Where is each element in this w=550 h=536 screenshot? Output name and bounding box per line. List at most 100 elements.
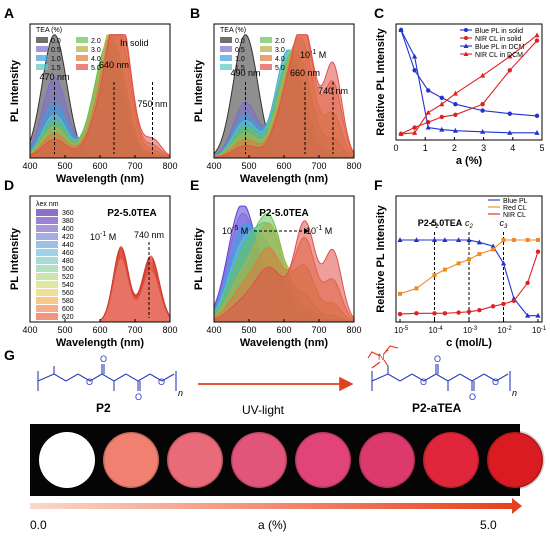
panel-f-point [456, 237, 462, 242]
panel-f-x-tick-label: 10-3 [463, 326, 478, 335]
panel-a-legend-swatch [36, 55, 48, 61]
panel-f-point [414, 311, 419, 316]
ammonium-charge: + [385, 348, 389, 355]
panel-c-point [453, 112, 458, 118]
p2-o-atom-2: O [100, 354, 107, 364]
panel-a-legend-label: 2.0 [91, 38, 101, 45]
panel-b-legend-label: 3.0 [275, 47, 285, 54]
panel-d-x-tick-label: 800 [162, 325, 177, 335]
panel-a-legend-swatch [36, 46, 48, 52]
panel-g: O O O O n P2 UV-light [30, 345, 545, 532]
panel-a-x-tick-label: 400 [22, 161, 37, 171]
panel-c-point [534, 130, 540, 135]
sample-discs [39, 430, 545, 490]
panel-a-legend-label: 4.0 [91, 56, 101, 63]
panel-d-legend-label: 440 [62, 242, 74, 249]
panel-f-point [490, 243, 496, 249]
sample-disc-rim [101, 430, 161, 490]
panel-b-legend-swatch [260, 64, 272, 70]
panel-a-legend-swatch [36, 64, 48, 70]
panel-c-series-line-3 [400, 29, 537, 134]
panel-f-point [477, 252, 482, 257]
panel-c-legend-marker [464, 28, 468, 32]
panel-f-point [442, 267, 447, 272]
panel-e-range-to: 10-1 M [306, 225, 332, 236]
panel-d-legend-label: 400 [62, 226, 74, 233]
panel-f-x-tick-label: 10-4 [429, 326, 444, 335]
panel-a-legend-swatch [76, 46, 88, 52]
panel-e-title: P2-5.0TEA [259, 208, 308, 219]
p2-atea-o-atom-2: O [434, 354, 441, 364]
panel-c-point [507, 111, 512, 116]
panel-b-note-unit: M [316, 50, 326, 60]
panel-c-point [412, 53, 418, 59]
panel-f-x-tick-base: 10 [394, 326, 403, 335]
panel-f-threshold-base: c [500, 218, 505, 228]
panel-d-legend-swatch [36, 265, 58, 272]
panel-f-x-axis-label: c (mol/L) [446, 337, 492, 349]
panel-f-threshold-sub: 1 [435, 224, 438, 230]
panel-d-legend-label: 500 [62, 266, 74, 273]
panel-f-legend-label: Blue PL [503, 198, 528, 205]
panel-b-legend-swatch [220, 46, 232, 52]
ammonium-n-atom: N [378, 352, 385, 362]
panel-f-point [477, 308, 482, 313]
panel-e-range-from-base: 10 [222, 226, 232, 236]
panel-d-legend-swatch [36, 217, 58, 224]
panel-f-point [490, 304, 496, 309]
panel-b-x-tick-label: 600 [276, 161, 291, 171]
sample-disc-rim [357, 430, 417, 490]
panel-f-point [466, 237, 472, 242]
panel-letter-g: G [4, 347, 15, 363]
panel-c-x-tick-label: 4 [510, 143, 515, 153]
panel-f-point [432, 311, 437, 316]
panel-f-x-tick-sup: -4 [437, 326, 443, 332]
panel-f-threshold-base: c [431, 218, 436, 228]
panel-c-point [480, 128, 486, 134]
panel-c-legend-marker [464, 36, 468, 40]
panel-a-x-tick-label: 500 [57, 161, 72, 171]
panel-a-peak-label: 470 nm [39, 72, 69, 82]
panel-b-legend-swatch [260, 55, 272, 61]
panel-f-x-tick-base: 10 [532, 326, 541, 335]
panel-d-x-tick-label: 500 [57, 325, 72, 335]
panel-a-peak-label: 640 nm [99, 60, 129, 70]
panel-d-legend-swatch [36, 305, 58, 312]
panel-d: PL Intensity Wavelength (nm) 400 500 600 700 8… [9, 195, 178, 349]
panel-f-point [501, 238, 506, 242]
panel-letter-d: D [4, 177, 14, 193]
panel-f-point [456, 310, 461, 315]
panel-f-series-line-1 [400, 239, 538, 317]
panel-f-point [442, 311, 448, 316]
panel-e-x-tick-label: 500 [241, 325, 256, 335]
panel-letter-e: E [190, 177, 199, 193]
a-gradient-arrowhead [512, 498, 522, 514]
panel-a-legend-swatch [76, 37, 88, 43]
panel-c-point [426, 88, 431, 93]
panel-b-legend-title: TEA (%) [220, 27, 246, 34]
panel-d-note: 10-1 M [90, 231, 116, 242]
panel-d-x-tick-label: 600 [92, 325, 107, 335]
panel-f-point [414, 286, 419, 291]
panel-d-peak-label: 740 nm [134, 230, 164, 240]
panel-d-legend-label: 360 [62, 210, 74, 217]
panel-c-point [534, 38, 540, 43]
triethylammonium-group [367, 345, 399, 369]
panel-f-y-axis-label: Relative PL Intensity [375, 204, 387, 312]
panel-d-note-unit: M [106, 232, 116, 242]
panel-e-series-8 [213, 220, 355, 323]
sample-disc-5 [295, 432, 351, 488]
panel-f-point [442, 237, 448, 242]
panel-e: PL Intensity Wavelength (nm) 400 500 600 700 8… [193, 195, 362, 349]
panel-f-title: P2-5.0TEA [418, 218, 463, 228]
panel-f-x-tick-label: 10-2 [498, 326, 513, 335]
p2-atea-structure [371, 364, 511, 391]
panel-c-legend-label: NIR CL in solid [475, 36, 522, 43]
panel-a-legend-swatch [76, 64, 88, 70]
panel-c-point [453, 102, 458, 107]
panel-a-peak-label: 750 nm [137, 99, 167, 109]
panel-d-y-axis-label: PL Intensity [9, 227, 21, 290]
p2-o-atom-4: O [158, 377, 165, 387]
panel-e-range-arrowhead [304, 228, 309, 234]
